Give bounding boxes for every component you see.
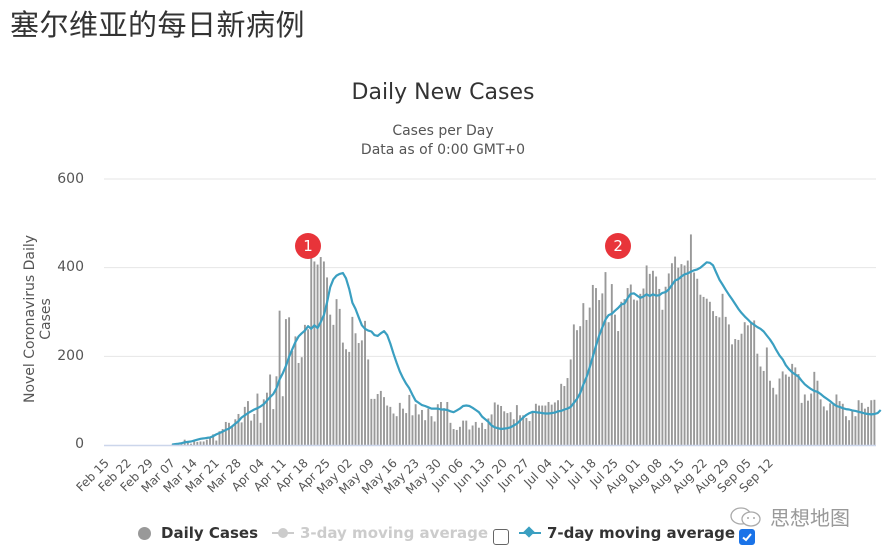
line-circle-marker-icon bbox=[272, 526, 294, 540]
chart-data-date: Data as of 0:00 GMT+0 bbox=[360, 142, 526, 158]
chart-legend: Daily Cases 3-day moving average 7-day m… bbox=[0, 524, 886, 548]
y-tick-400: 400 bbox=[57, 259, 84, 275]
three-day-average-checkbox[interactable] bbox=[493, 529, 509, 545]
y-tick-0: 0 bbox=[75, 436, 84, 452]
checkmark-icon bbox=[742, 533, 752, 542]
seven-day-average-checkbox[interactable] bbox=[739, 529, 755, 545]
legend-label-3-day-average: 3-day moving average bbox=[300, 524, 489, 542]
legend-label-7-day-average: 7-day moving average bbox=[547, 524, 736, 542]
legend-item-3-day-average[interactable]: 3-day moving average bbox=[272, 524, 488, 542]
legend-item-7-day-average[interactable]: 7-day moving average bbox=[519, 524, 735, 542]
chart-subtitle: Cases per Day bbox=[392, 123, 494, 139]
wechat-icon bbox=[730, 506, 761, 527]
seven-day-average-line[interactable] bbox=[171, 261, 882, 446]
y-tick-200: 200 bbox=[57, 348, 84, 364]
legend-label-daily-cases: Daily Cases bbox=[161, 524, 259, 542]
line-diamond-marker-icon bbox=[519, 526, 541, 540]
watermark: 思想地图 bbox=[728, 502, 850, 531]
page-title: 塞尔维亚的每日新病例 bbox=[10, 8, 306, 42]
chart-title: Daily New Cases bbox=[351, 80, 535, 105]
annotation-marker-2[interactable]: 2 bbox=[605, 233, 632, 259]
annotation-marker-1[interactable]: 1 bbox=[295, 233, 322, 259]
legend-item-daily-cases[interactable]: Daily Cases bbox=[138, 524, 258, 542]
y-tick-600: 600 bbox=[57, 171, 84, 187]
circle-icon bbox=[138, 526, 151, 540]
watermark-text: 思想地图 bbox=[770, 506, 850, 530]
